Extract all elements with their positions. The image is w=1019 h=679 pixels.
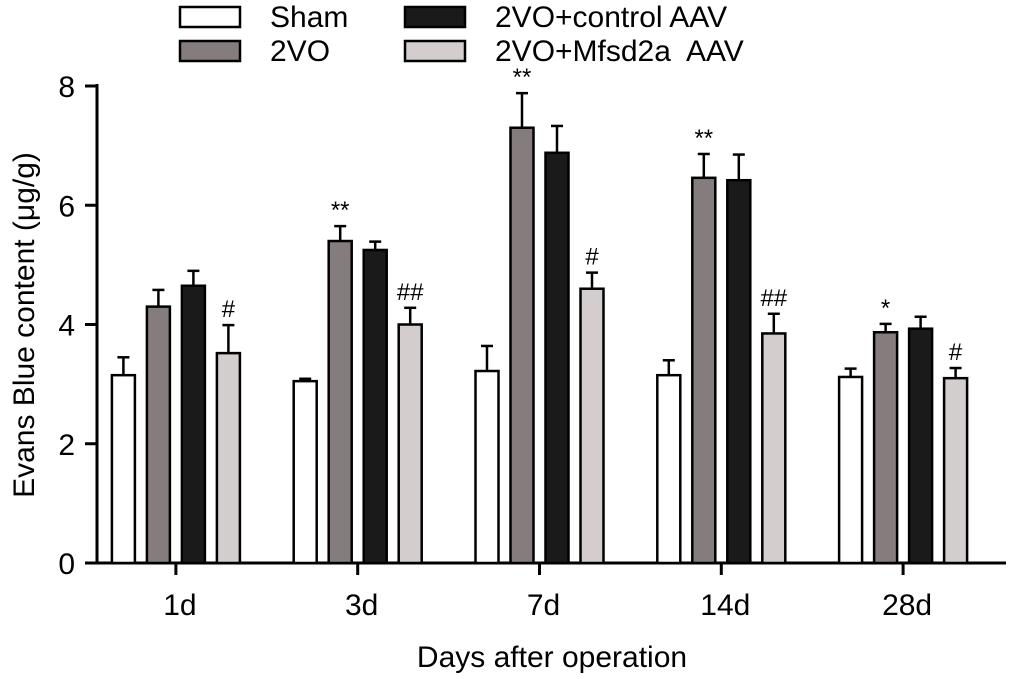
y-tick-label: 6 (58, 190, 75, 223)
significance-label: # (585, 244, 599, 271)
legend-swatch-2vo-control-aav (403, 5, 467, 29)
legend-label-2vo-control-aav: 2VO+control AAV (495, 1, 727, 34)
y-axis-label: Evans Blue content (μg/g) (8, 152, 41, 498)
bar-2vo-mfsd2a-aav-3d (397, 323, 423, 565)
significance-label: ## (760, 285, 787, 312)
significance-label: * (881, 295, 890, 322)
significance-label: ## (397, 279, 424, 306)
bars-layer: # ** ## ** # ** ## * # (110, 64, 969, 565)
y-tick-label: 4 (58, 310, 75, 343)
x-tick-label: 14d (700, 589, 750, 622)
y-tick-label: 0 (58, 548, 75, 581)
bar-2vo-control-aav-3d (362, 248, 388, 565)
legend-swatch-sham (178, 5, 242, 29)
y-tick-label: 2 (58, 429, 75, 462)
significance-label: ** (694, 125, 713, 152)
bar-2vo-mfsd2a-aav-14d (761, 332, 787, 565)
bar-2vo-control-aav-7d (544, 151, 570, 565)
legend-swatch-2vo-mfsd2a-aav (403, 39, 467, 63)
x-tick-label: 1d (163, 589, 196, 622)
significance-label: ** (331, 197, 350, 224)
bar-2vo-3d (327, 239, 353, 565)
bar-2vo-control-aav-1d (180, 284, 207, 565)
x-tick-label: 28d (882, 589, 932, 622)
bar-2vo-28d (872, 331, 899, 565)
legend-label-sham: Sham (270, 1, 348, 34)
x-axis-label: Days after operation (417, 641, 687, 674)
bar-2vo-mfsd2a-aav-1d (215, 351, 242, 565)
legend-label-2vo: 2VO (270, 35, 330, 68)
legend-swatch-2vo (178, 39, 242, 63)
legend-label-2vo-mfsd2a-aav: 2VO+Mfsd2a AAV (495, 35, 744, 68)
x-tick-label: 3d (345, 589, 378, 622)
bar-sham-28d (837, 375, 864, 565)
bar-sham-3d (292, 379, 318, 565)
significance-label: # (949, 339, 963, 366)
significance-label: # (222, 296, 236, 323)
bar-2vo-control-aav-28d (907, 327, 934, 565)
significance-label: ** (513, 64, 532, 91)
y-tick-label: 8 (58, 71, 75, 104)
bar-sham-14d (656, 373, 682, 565)
bar-2vo-mfsd2a-aav-28d (942, 376, 969, 565)
bar-2vo-mfsd2a-aav-7d (579, 287, 605, 565)
bar-2vo-7d (509, 126, 535, 565)
axes: 0 2 4 6 8 1d 3d 7d 14d 28d (58, 71, 1006, 622)
bar-2vo-control-aav-14d (726, 178, 752, 565)
x-tick-label: 7d (527, 589, 560, 622)
bar-2vo-14d (691, 176, 717, 565)
bar-sham-7d (474, 369, 500, 565)
bar-sham-1d (110, 373, 137, 565)
bar-2vo-1d (145, 305, 172, 565)
